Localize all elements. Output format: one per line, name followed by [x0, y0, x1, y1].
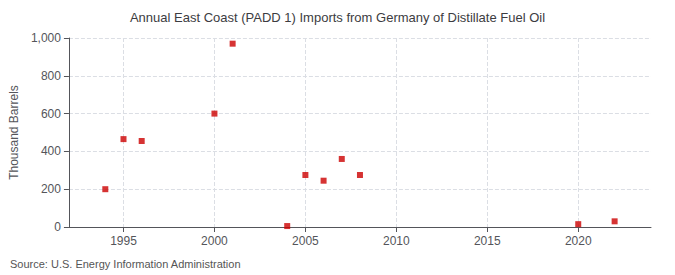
svg-text:400: 400 — [41, 144, 61, 158]
svg-text:2015: 2015 — [474, 234, 501, 248]
svg-text:200: 200 — [41, 182, 61, 196]
svg-text:Thousand Barrels: Thousand Barrels — [7, 85, 21, 180]
svg-text:1,000: 1,000 — [31, 31, 61, 45]
svg-text:800: 800 — [41, 69, 61, 83]
svg-text:2005: 2005 — [292, 234, 319, 248]
svg-text:2010: 2010 — [383, 234, 410, 248]
svg-text:2020: 2020 — [565, 234, 592, 248]
svg-text:Source: U.S. Energy Informatio: Source: U.S. Energy Information Administ… — [10, 258, 241, 270]
svg-text:2000: 2000 — [201, 234, 228, 248]
svg-text:600: 600 — [41, 107, 61, 121]
svg-text:1995: 1995 — [110, 234, 137, 248]
svg-text:0: 0 — [54, 220, 61, 234]
svg-text:Annual East Coast (PADD 1) Imp: Annual East Coast (PADD 1) Imports from … — [130, 10, 545, 25]
